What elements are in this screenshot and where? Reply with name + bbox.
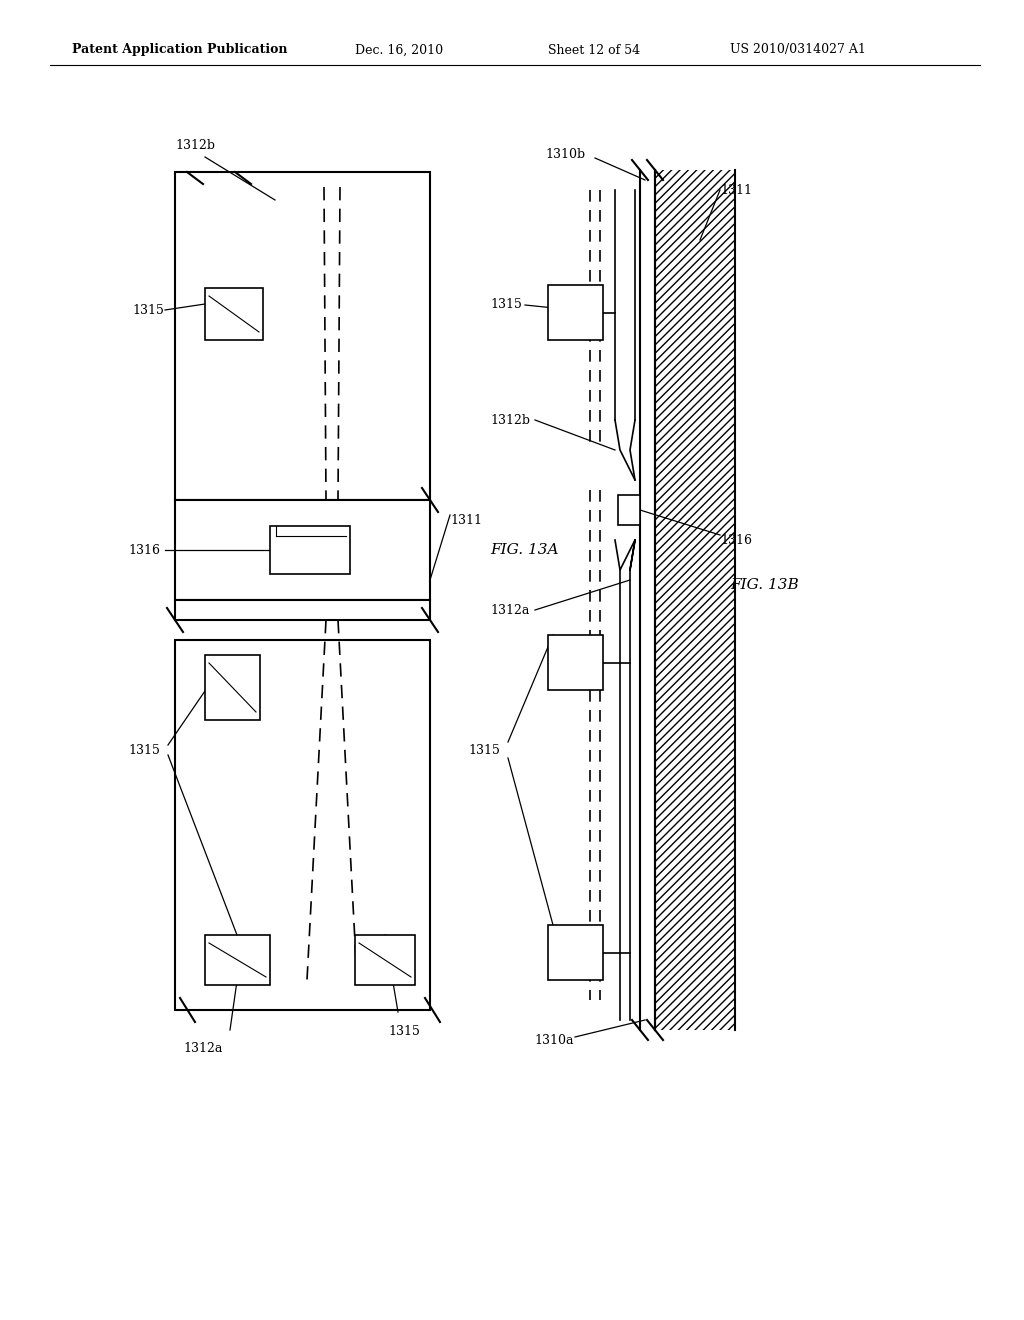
- Text: 1315: 1315: [490, 298, 522, 312]
- Bar: [175, 640, 430, 1010]
- Bar: [618, 495, 640, 525]
- Bar: [655, 170, 735, 1030]
- Text: 1316: 1316: [720, 533, 752, 546]
- Text: Patent Application Publication: Patent Application Publication: [72, 44, 288, 57]
- Text: Dec. 16, 2010: Dec. 16, 2010: [355, 44, 443, 57]
- Text: 1315: 1315: [128, 743, 160, 756]
- Bar: [355, 935, 415, 985]
- Text: 1315: 1315: [388, 1026, 420, 1038]
- Text: 1311: 1311: [720, 183, 752, 197]
- Bar: [205, 935, 270, 985]
- Bar: [548, 635, 603, 690]
- Text: 1312b: 1312b: [490, 413, 530, 426]
- Bar: [548, 925, 603, 979]
- Text: 1315: 1315: [132, 304, 164, 317]
- Bar: [175, 500, 430, 601]
- Text: 1316: 1316: [128, 544, 160, 557]
- Text: FIG. 13B: FIG. 13B: [730, 578, 799, 591]
- Text: 1312a: 1312a: [183, 1041, 222, 1055]
- Text: 1312b: 1312b: [175, 139, 215, 152]
- Bar: [205, 655, 260, 719]
- Text: Sheet 12 of 54: Sheet 12 of 54: [548, 44, 640, 57]
- Text: 1310a: 1310a: [534, 1034, 573, 1047]
- Bar: [205, 288, 263, 341]
- Bar: [270, 525, 350, 574]
- Text: 1312a: 1312a: [490, 603, 529, 616]
- Text: 1315: 1315: [468, 743, 500, 756]
- Bar: [548, 285, 603, 341]
- Text: FIG. 13A: FIG. 13A: [490, 543, 558, 557]
- Text: 1311: 1311: [450, 513, 482, 527]
- Bar: [175, 601, 430, 620]
- Text: 1310b: 1310b: [545, 149, 585, 161]
- Text: US 2010/0314027 A1: US 2010/0314027 A1: [730, 44, 866, 57]
- Bar: [175, 172, 430, 500]
